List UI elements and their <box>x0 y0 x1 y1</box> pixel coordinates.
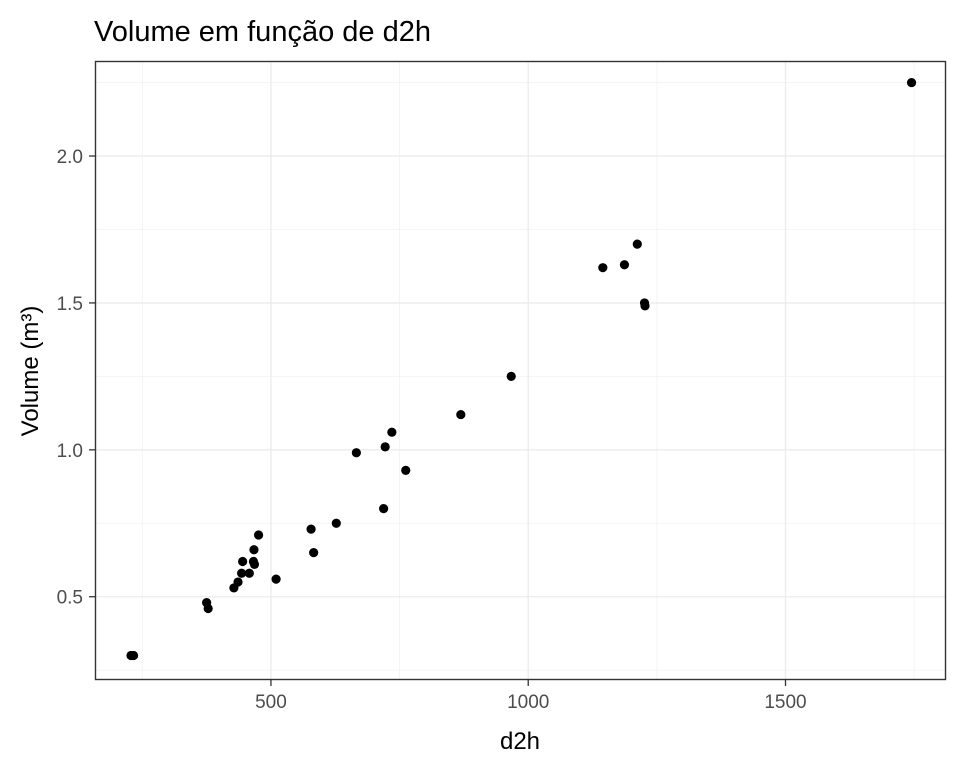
y-tick-label: 1.5 <box>57 294 83 315</box>
data-point <box>598 263 608 273</box>
x-axis-title: d2h <box>500 728 540 755</box>
data-points <box>126 77 917 661</box>
data-point <box>271 574 281 584</box>
data-point <box>249 559 260 570</box>
x-tick-label: 1500 <box>764 692 806 713</box>
data-point <box>237 568 247 578</box>
x-axis-ticks: 500 1000 1500 <box>255 680 807 713</box>
data-point <box>238 556 248 567</box>
data-point <box>387 427 397 437</box>
data-point <box>401 465 411 475</box>
y-axis-title: Volume (m³) <box>17 306 44 437</box>
data-point <box>203 603 213 614</box>
major-gridlines <box>96 62 945 679</box>
data-point <box>506 371 516 381</box>
data-point <box>244 568 254 578</box>
data-point <box>249 545 259 555</box>
y-tick-label: 2.0 <box>57 147 83 168</box>
data-point <box>380 442 390 452</box>
data-point <box>456 409 466 420</box>
y-axis-ticks: 0.5 1.0 1.5 2.0 <box>57 147 95 609</box>
data-point <box>640 301 650 311</box>
data-point <box>331 518 341 528</box>
data-point <box>309 548 319 558</box>
x-tick-label: 500 <box>255 692 287 713</box>
data-point <box>351 448 361 458</box>
data-point <box>128 650 139 661</box>
data-point <box>306 524 316 534</box>
y-tick-label: 0.5 <box>57 588 83 609</box>
data-point <box>253 530 264 540</box>
chart-title: Volume em função de d2h <box>94 16 431 48</box>
data-point <box>619 260 630 270</box>
data-point <box>632 239 642 249</box>
data-point <box>906 77 917 88</box>
minor-gridlines <box>96 62 945 679</box>
data-point <box>379 503 389 514</box>
data-point <box>233 577 243 587</box>
x-tick-label: 1000 <box>507 692 549 713</box>
plot-panel-border <box>94 60 947 681</box>
y-tick-label: 1.0 <box>57 441 83 462</box>
